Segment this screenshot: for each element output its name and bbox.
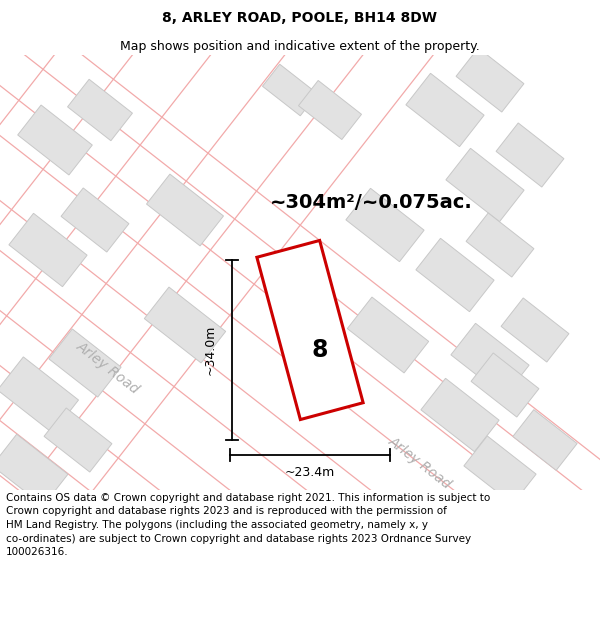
- Polygon shape: [49, 329, 121, 397]
- Polygon shape: [17, 105, 92, 175]
- Polygon shape: [0, 434, 68, 506]
- Text: 8: 8: [312, 338, 328, 362]
- Polygon shape: [471, 353, 539, 417]
- Polygon shape: [501, 298, 569, 362]
- Polygon shape: [298, 81, 362, 139]
- Polygon shape: [61, 188, 129, 252]
- Polygon shape: [9, 213, 87, 287]
- Polygon shape: [0, 357, 79, 433]
- Polygon shape: [406, 73, 484, 147]
- Polygon shape: [513, 409, 577, 471]
- Text: ~23.4m: ~23.4m: [285, 466, 335, 479]
- Polygon shape: [347, 297, 428, 373]
- Text: Arley Road: Arley Road: [386, 434, 454, 492]
- Polygon shape: [496, 123, 564, 187]
- Polygon shape: [146, 174, 223, 246]
- Text: Contains OS data © Crown copyright and database right 2021. This information is : Contains OS data © Crown copyright and d…: [6, 492, 490, 557]
- Polygon shape: [456, 48, 524, 112]
- Polygon shape: [257, 241, 363, 419]
- Polygon shape: [421, 378, 499, 452]
- Text: 8, ARLEY ROAD, POOLE, BH14 8DW: 8, ARLEY ROAD, POOLE, BH14 8DW: [163, 11, 437, 24]
- Polygon shape: [346, 188, 424, 262]
- Polygon shape: [44, 408, 112, 472]
- Polygon shape: [446, 148, 524, 222]
- Polygon shape: [466, 213, 534, 277]
- Text: Arley Road: Arley Road: [74, 339, 142, 397]
- Polygon shape: [262, 64, 317, 116]
- Polygon shape: [68, 79, 133, 141]
- Text: ~34.0m: ~34.0m: [203, 325, 217, 375]
- Text: ~304m²/~0.075ac.: ~304m²/~0.075ac.: [270, 194, 473, 213]
- Text: Map shows position and indicative extent of the property.: Map shows position and indicative extent…: [120, 41, 480, 53]
- Polygon shape: [145, 287, 226, 363]
- Polygon shape: [416, 238, 494, 312]
- Polygon shape: [451, 323, 529, 397]
- Polygon shape: [464, 436, 536, 504]
